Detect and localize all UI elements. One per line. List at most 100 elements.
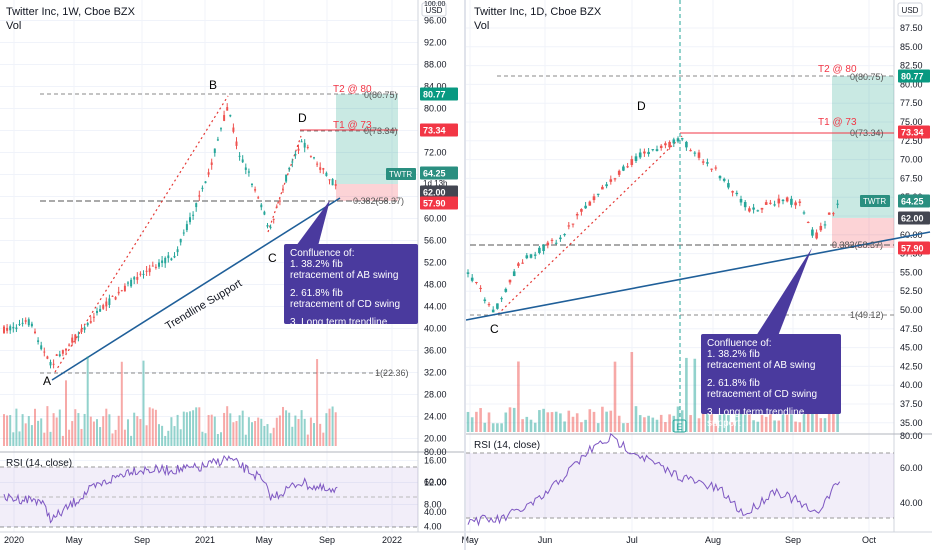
right-rsi-tick: 80.00 <box>900 431 923 441</box>
right-time-tick: Aug <box>705 535 721 545</box>
right-candle-body <box>563 234 566 236</box>
right-candle-body <box>756 210 760 212</box>
right-candle-body <box>588 201 592 206</box>
left-volume-bar <box>120 361 123 446</box>
left-volume-bar <box>170 417 173 446</box>
left-volume-bar <box>130 435 133 446</box>
right-candle-body <box>559 237 562 240</box>
right-volume-bar <box>731 422 734 432</box>
left-volume-bar <box>201 431 204 446</box>
left-volume-bar <box>58 409 61 446</box>
left-candle-body <box>108 298 111 305</box>
left-candle-body <box>30 323 33 327</box>
left-volume-bar <box>145 425 148 446</box>
left-candle-body <box>83 327 86 330</box>
left-volume-bar <box>148 407 151 446</box>
right-volume-bar <box>823 418 827 432</box>
right-candle-body <box>832 213 835 215</box>
right-confluence-callout: Confluence of: 1. 38.2% fib retracement … <box>701 334 841 429</box>
callout-line: 2. 61.8% fib <box>290 288 343 299</box>
left-volume-bar <box>176 414 179 446</box>
right-candle-body <box>500 298 503 300</box>
right-stop-tag: 57.90 <box>901 244 924 254</box>
left-t2-tag: 80.77 <box>423 90 446 100</box>
right-volume-bar <box>567 410 571 432</box>
left-price-tick: 8.00 <box>424 500 442 510</box>
left-candle-body <box>179 238 182 243</box>
right-ticker-chip <box>860 195 890 207</box>
right-candle-body <box>638 152 642 158</box>
right-candle-body <box>697 152 701 158</box>
right-volume-bar <box>672 415 676 432</box>
left-volume-bar <box>266 424 269 446</box>
right-candle-body <box>538 247 541 253</box>
callout-line: support <box>290 328 324 339</box>
right-ticker-label: TWTR <box>863 197 886 206</box>
left-volume-bar <box>123 429 126 446</box>
left-candle-body <box>37 340 40 342</box>
left-volume-bar <box>282 406 284 446</box>
left-candle-body <box>247 171 250 173</box>
right-volume-bar <box>685 357 688 432</box>
left-volume-bar <box>306 434 309 446</box>
right-candle-body <box>554 242 558 244</box>
left-time-tick: Sep <box>319 535 335 545</box>
left-price-tick: 56.00 <box>424 236 447 246</box>
left-candle-body <box>251 184 253 186</box>
right-t2-tag-bg <box>898 69 930 83</box>
left-volume-bar <box>15 408 18 446</box>
right-candle-body <box>533 254 537 256</box>
left-volume-bar <box>294 415 297 446</box>
left-annotations <box>40 93 398 381</box>
left-candle-body <box>288 168 291 170</box>
left-price-tick: 52.00 <box>424 258 447 268</box>
left-time-tick: May <box>65 535 83 545</box>
callout-line: 3. Long term trendline <box>290 317 388 328</box>
right-volume-bar <box>777 420 781 432</box>
left-candle-body <box>272 218 275 220</box>
right-candle-body <box>743 202 747 208</box>
left-candle-body <box>21 322 24 324</box>
left-volume-bar <box>43 432 46 446</box>
left-volume-bar <box>161 425 164 446</box>
left-candle-body <box>331 179 334 186</box>
right-volume-bar <box>764 416 768 432</box>
left-volume-bar <box>313 423 315 446</box>
right-candle-body <box>727 183 730 188</box>
left-candle-body <box>96 310 98 313</box>
right-candle-body <box>496 303 499 309</box>
right-candle-body <box>798 201 802 203</box>
right-price-tick: 35.00 <box>900 418 923 428</box>
left-volume-bar <box>71 421 74 446</box>
left-candle-body <box>161 260 164 263</box>
left-volume-bar <box>34 408 36 446</box>
right-t1-tag-bg <box>898 125 930 139</box>
left-volume-bar <box>37 420 40 446</box>
right-volume-bar <box>697 418 701 432</box>
callout-line: retracement of CD swing <box>707 389 818 400</box>
left-price-tick: 60.00 <box>424 214 447 224</box>
right-price-tick: 85.00 <box>900 42 923 52</box>
left-candle-body <box>325 172 328 176</box>
left-volume-bar <box>322 432 325 446</box>
left-candle-body <box>226 107 229 111</box>
right-price-tick: 75.00 <box>900 117 923 127</box>
left-candle-body <box>80 328 83 333</box>
left-fib-one-label: 1(22.36) <box>375 368 409 378</box>
left-candle-body <box>260 204 263 208</box>
right-fib-one-label: 1(49.12) <box>850 310 884 320</box>
right-price-tick: 55.00 <box>900 267 923 277</box>
right-candle-body <box>769 202 772 204</box>
right-rsi-tick: 40.00 <box>900 498 923 508</box>
right-volume-bar <box>811 412 814 432</box>
right-candle-body <box>693 152 697 154</box>
right-t1-label: T1 @ 73 <box>818 117 857 128</box>
right-volume-bar <box>533 422 537 432</box>
right-price-tick: 37.50 <box>900 399 923 409</box>
left-volume-bar <box>96 419 98 446</box>
left-stop-zone <box>336 184 398 201</box>
right-entry-tag-bg <box>898 211 930 225</box>
right-candle-body <box>731 191 734 193</box>
right-candle-body <box>714 167 718 169</box>
left-volume-bar <box>303 418 306 446</box>
